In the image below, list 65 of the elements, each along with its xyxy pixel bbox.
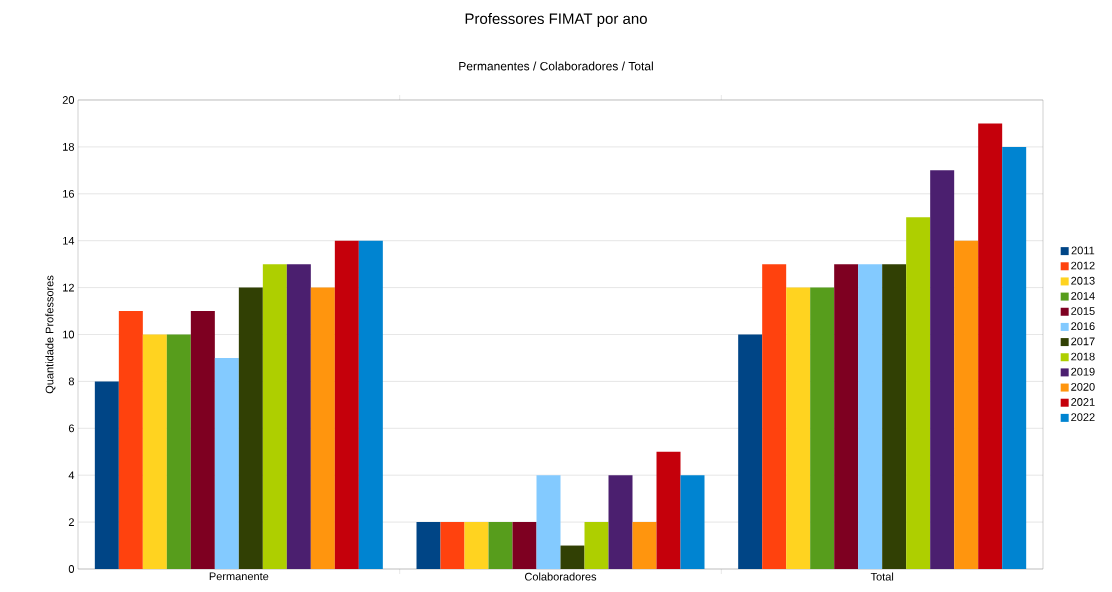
- bar: [834, 264, 859, 569]
- bar: [1002, 146, 1027, 569]
- bar: [142, 334, 167, 569]
- bar: [954, 240, 979, 569]
- y-tick-label: 2: [68, 518, 74, 526]
- legend-label: 2018: [1071, 352, 1095, 361]
- legend-label: 2013: [1071, 276, 1095, 285]
- bar: [536, 475, 561, 569]
- bar: [464, 522, 489, 569]
- x-tick-label: Total: [870, 572, 894, 581]
- bar: [882, 264, 907, 569]
- y-axis-title: Quantidade Professores: [45, 275, 56, 394]
- bar: [488, 522, 513, 569]
- bar: [214, 357, 239, 569]
- y-tick-label: 0: [68, 565, 75, 573]
- bar: [118, 311, 143, 569]
- bar: [978, 123, 1003, 569]
- bar: [930, 170, 955, 569]
- legend-label: 2019: [1071, 367, 1095, 376]
- bar: [858, 264, 883, 569]
- legend-label: 2021: [1071, 398, 1095, 406]
- legend-label: 2022: [1071, 413, 1095, 422]
- legend-label: 2014: [1071, 292, 1095, 300]
- chart-title: Professores FIMAT por ano: [465, 13, 647, 27]
- bar: [632, 522, 657, 569]
- y-tick-label: 18: [63, 142, 74, 151]
- legend-label: 2016: [1071, 322, 1095, 331]
- bar: [358, 240, 383, 569]
- x-tick-label: Colaboradores: [524, 572, 597, 581]
- bar: [608, 475, 633, 569]
- bar: [310, 287, 335, 569]
- legend-label: 2017: [1071, 337, 1095, 346]
- bar: [94, 381, 119, 569]
- y-tick-label: 14: [63, 236, 75, 245]
- legend-label: 2011: [1071, 246, 1095, 255]
- bar: [238, 287, 263, 569]
- bar: [680, 475, 705, 569]
- legend-label: 2012: [1071, 261, 1095, 270]
- bar: [190, 311, 215, 569]
- y-tick-label: 10: [63, 330, 75, 339]
- bar: [906, 217, 931, 569]
- bar: [512, 522, 537, 569]
- legend-label: 2015: [1071, 307, 1095, 315]
- bar: [810, 287, 835, 569]
- bar: [286, 264, 311, 569]
- y-tick-label: 6: [68, 424, 74, 433]
- bar: [656, 451, 681, 569]
- y-tick-label: 4: [68, 471, 75, 479]
- x-tick-label: Permanente: [209, 572, 269, 581]
- bar: [440, 522, 465, 569]
- y-tick-label: 8: [68, 377, 74, 386]
- bar: [416, 522, 441, 569]
- y-tick-label: 20: [62, 96, 75, 104]
- bar: [262, 264, 287, 569]
- bar: [560, 545, 585, 569]
- chart-subtitle: Permanentes / Colaboradores / Total: [459, 61, 653, 71]
- bar: [584, 522, 609, 569]
- y-tick-label: 12: [63, 283, 74, 292]
- y-tick-label: 16: [63, 189, 74, 198]
- bar: [334, 240, 359, 569]
- bar: [786, 287, 811, 569]
- bar: [762, 264, 787, 569]
- legend-label: 2020: [1071, 382, 1095, 391]
- bar: [738, 334, 763, 569]
- bar: [166, 334, 191, 569]
